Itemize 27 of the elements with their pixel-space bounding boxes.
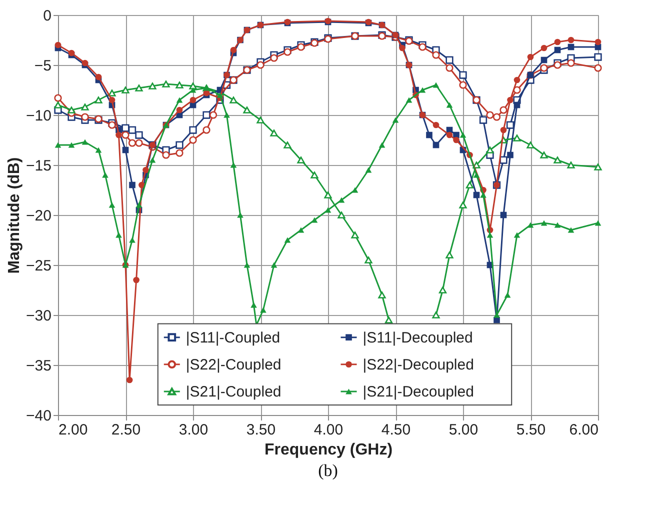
y-tick-label: −30	[26, 308, 52, 324]
x-tick-label: 5.50	[516, 422, 546, 438]
legend-label: |S21|-Decoupled	[362, 383, 474, 400]
x-tick-label: 6.00	[569, 422, 598, 438]
legend-label: |S22|-Coupled	[186, 356, 282, 374]
y-tick-label: −10	[26, 108, 52, 124]
y-tick-label: −25	[26, 258, 52, 274]
y-tick-label: −20	[26, 208, 52, 224]
legend-label: |S11|-Coupled	[186, 329, 280, 346]
x-tick-label: 4.00	[314, 422, 344, 438]
y-tick-label: −15	[26, 158, 52, 174]
y-tick-label: 0	[43, 8, 52, 24]
legend-label: |S21|-Coupled	[186, 383, 282, 400]
legend-label: |S22|-Decoupled	[362, 356, 474, 374]
x-tick-label: 2.00	[58, 422, 88, 438]
x-tick-label: 2.50	[111, 422, 141, 438]
x-tick-label: 5.00	[448, 422, 478, 438]
x-tick-label: 4.50	[381, 422, 411, 438]
y-tick-label: −5	[34, 58, 52, 74]
text: (b)	[318, 461, 338, 480]
legend-label: |S11|-Decoupled	[362, 329, 473, 346]
y-tick-label: −40	[26, 408, 52, 424]
x-tick-label: 3.00	[178, 422, 208, 438]
x-axis-title: Frequency (GHz)	[264, 442, 393, 458]
x-tick-label: 3.50	[246, 422, 276, 438]
y-tick-label: −35	[26, 358, 52, 374]
y-axis-title: Magnitude (dB)	[6, 157, 24, 274]
